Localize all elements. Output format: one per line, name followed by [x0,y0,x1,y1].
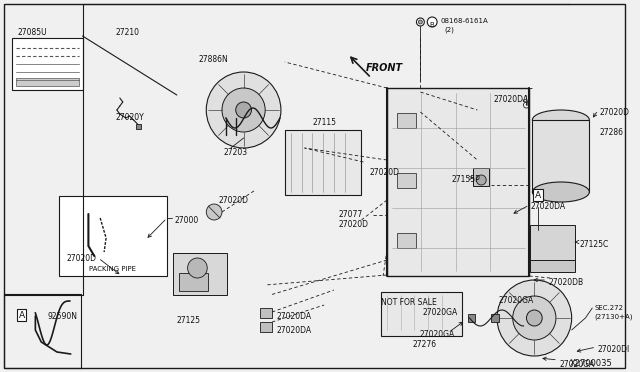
Bar [397,233,417,248]
Bar [387,88,529,276]
Bar [531,260,575,272]
Text: A: A [535,190,541,199]
Text: PACKING PIPE: PACKING PIPE [90,266,136,272]
Bar [173,253,227,295]
Text: 08168-6161A: 08168-6161A [440,18,488,24]
Text: 27000: 27000 [175,216,199,225]
Circle shape [513,296,556,340]
Text: 27125C: 27125C [579,240,609,249]
Bar [381,292,461,336]
Bar [12,38,83,90]
Bar [491,314,499,322]
Text: 27020DB: 27020DB [548,278,583,287]
Circle shape [524,102,529,108]
Text: 27155P: 27155P [452,175,481,184]
Text: 27020D: 27020D [218,196,248,205]
Bar [474,168,489,186]
Text: 27020DA: 27020DA [531,202,566,211]
Text: 27286: 27286 [599,128,623,137]
Text: 27077: 27077 [339,210,363,219]
Text: 27085U: 27085U [18,28,47,37]
Text: (27130+A): (27130+A) [595,314,633,321]
Text: 27020DA: 27020DA [493,95,528,104]
Text: 27020Y: 27020Y [116,113,145,122]
Bar [397,173,417,188]
Text: 27020GA: 27020GA [422,308,458,317]
Text: B: B [430,22,435,28]
Circle shape [428,17,437,27]
Circle shape [222,88,265,132]
Text: 27115: 27115 [312,118,337,127]
Text: A: A [19,311,25,320]
Text: X2700035: X2700035 [570,359,612,368]
Text: 92590N: 92590N [47,312,77,321]
Text: 27020DA: 27020DA [277,312,312,321]
Text: 27020D: 27020D [67,254,97,263]
Ellipse shape [532,182,589,202]
Circle shape [527,310,542,326]
Text: 27020GA: 27020GA [499,296,534,305]
Bar [179,273,208,291]
Circle shape [417,18,424,26]
Bar [531,225,575,260]
Text: 27125: 27125 [177,316,201,325]
Circle shape [206,72,281,148]
Circle shape [476,175,486,185]
Text: NOT FOR SALE: NOT FOR SALE [381,298,437,307]
Bar [397,113,417,128]
Text: 27020DA: 27020DA [277,326,312,335]
Text: 27020D: 27020D [339,220,369,229]
Bar [532,120,589,192]
Text: 27020GA: 27020GA [419,330,454,339]
Bar [260,308,272,318]
Bar [468,314,476,322]
Bar [285,130,362,195]
Bar [136,124,141,129]
Text: 27020D: 27020D [369,168,399,177]
Bar [260,322,272,332]
Text: 27020GA: 27020GA [560,360,595,369]
Text: 27020D: 27020D [599,108,629,117]
Circle shape [206,204,222,220]
Bar [4,294,81,368]
Bar [16,78,79,86]
Text: 27276: 27276 [413,340,436,349]
Circle shape [188,258,207,278]
Text: 27886N: 27886N [198,55,228,64]
Bar [59,196,167,276]
Text: FRONT: FRONT [365,63,403,73]
Text: 27203: 27203 [224,148,248,157]
Text: SEC.272: SEC.272 [595,305,623,311]
Text: 27020DI: 27020DI [597,345,630,354]
Circle shape [497,280,572,356]
Circle shape [419,20,422,24]
Ellipse shape [532,110,589,130]
Text: (2): (2) [444,26,454,32]
Circle shape [236,102,252,118]
Text: 27210: 27210 [116,28,140,37]
